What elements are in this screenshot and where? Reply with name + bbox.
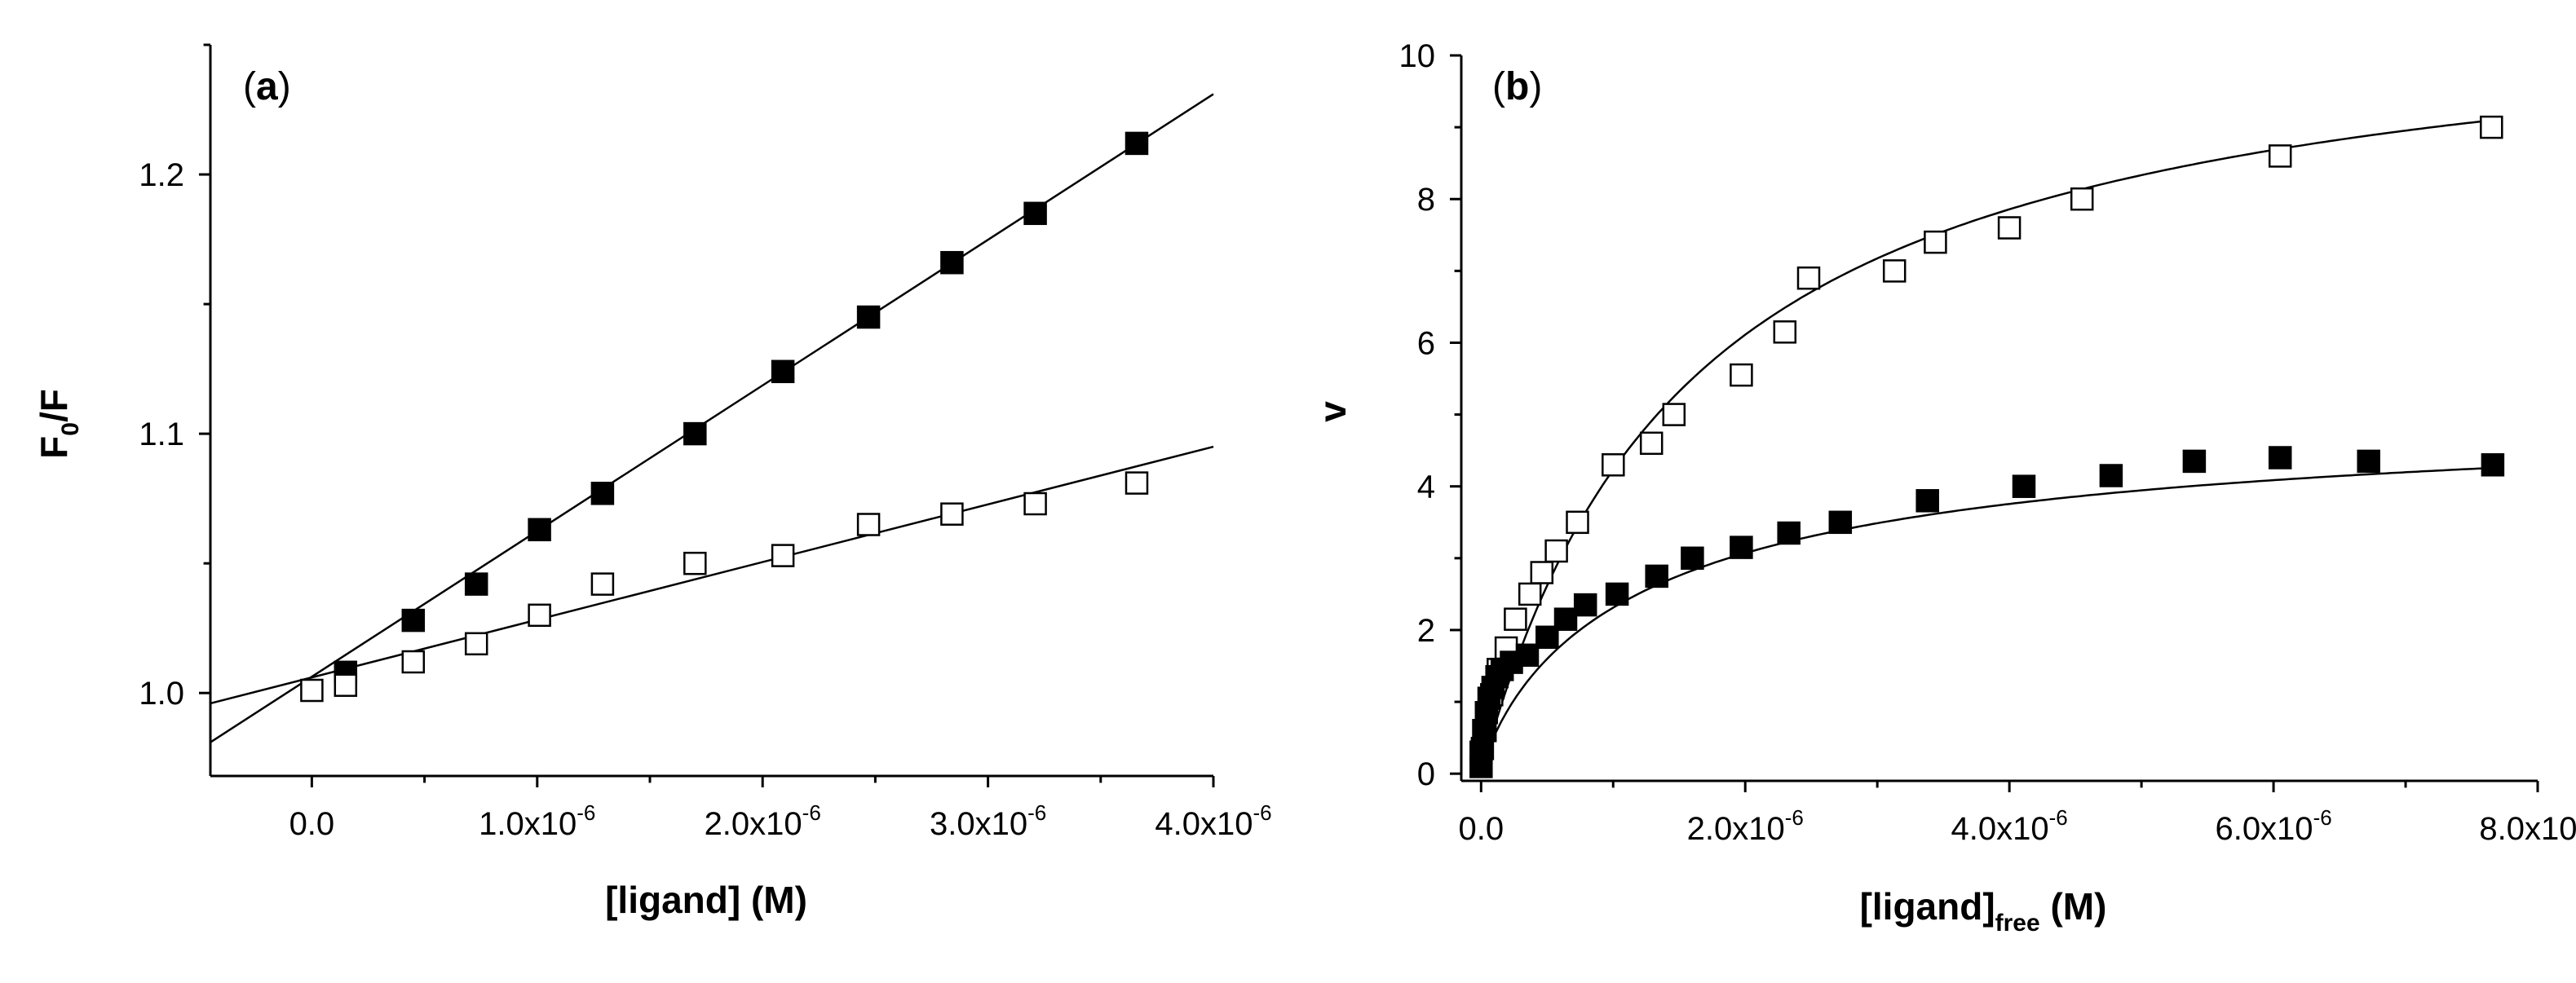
panel-b-filled-square-point bbox=[1915, 489, 1939, 513]
panel-a-filled-square-point bbox=[856, 305, 881, 329]
panel-b-y-axis-title: v bbox=[1311, 401, 1354, 422]
panel-a-filled-square-point bbox=[401, 608, 426, 633]
panel-b-open-square-point bbox=[2070, 187, 2094, 211]
panel-b-open-square-point bbox=[1530, 561, 1554, 584]
panel-a-open-square-point bbox=[464, 632, 488, 656]
panel-b-filled-square-point bbox=[1605, 582, 1629, 606]
panel-b-open-square-point bbox=[1602, 453, 1625, 477]
panel-b-x-tick-label: 2.0x10-6 bbox=[1687, 805, 1804, 847]
panel-b-filled-square-point bbox=[2182, 449, 2207, 474]
panel-b-filled-square-point bbox=[2357, 449, 2380, 474]
panel-a-open-square-point bbox=[771, 544, 795, 567]
panel-b-filled-square-point bbox=[1681, 546, 1704, 571]
panel-b-label: (b) bbox=[1492, 65, 1542, 108]
panel-b-x-axis-title: [ligand]free (M) bbox=[1860, 885, 2107, 937]
panel-b-open-square-point bbox=[1924, 230, 1947, 254]
panel-a-open-square-point bbox=[1023, 492, 1047, 516]
panel-a-open-square-point bbox=[590, 572, 615, 596]
panel-a-open-fit-line bbox=[210, 445, 1214, 705]
panel-a-filled-square-point bbox=[683, 421, 707, 446]
panel-b-x-tick-label: 4.0x10-6 bbox=[1951, 805, 2068, 847]
panel-a-x-axis-title: [ligand] (M) bbox=[605, 879, 807, 921]
panel-a-filled-square-point bbox=[1023, 201, 1047, 226]
panel-b-open-square-point bbox=[1882, 259, 1907, 283]
panel-a-x-tick-label: 2.0x10-6 bbox=[705, 800, 821, 842]
panel-b-open-fit-curve bbox=[1480, 118, 2499, 774]
panel-a-chart: 0.0 1.0x10-6 2.0x10-6 3.0x10-6 4.0x10-6 1.0 1.… bbox=[33, 43, 1272, 921]
panel-a-open-square-point bbox=[1125, 471, 1149, 495]
panel-a-x-tick-label: 3.0x10-6 bbox=[930, 800, 1046, 842]
panel-a-filled-square-point bbox=[528, 518, 551, 542]
panel-b-x-title-tail: (M) bbox=[2040, 885, 2107, 928]
panel-b-y-tick-label: 6 bbox=[1417, 325, 1435, 361]
panel-a-x-tick-label: 1.0x10-6 bbox=[479, 800, 595, 842]
panel-b-x-tick-label: 6.0x10-6 bbox=[2215, 805, 2331, 847]
panel-b-x-tick-label: 8.0x10-6 bbox=[2479, 805, 2576, 847]
panel-b-filled-square-point bbox=[2481, 453, 2505, 477]
panel-b-open-square-point bbox=[1796, 266, 1821, 290]
panel-a-filled-square-point bbox=[940, 250, 964, 275]
panel-a-x-tick-label: 4.0x10-6 bbox=[1155, 800, 1271, 842]
panel-b-x-title-sub: free bbox=[1995, 910, 2040, 937]
panel-a-y-title-tail: /F bbox=[33, 389, 75, 422]
panel-b-filled-fit-curve bbox=[1480, 466, 2499, 774]
panel-b-open-square-point bbox=[1566, 510, 1589, 535]
panel-b-y-tick-label: 0 bbox=[1417, 756, 1435, 792]
panel-a-y-tick-label: 1.1 bbox=[139, 417, 184, 452]
panel-a-open-square-point bbox=[334, 673, 358, 697]
panel-a-open-square-point bbox=[683, 551, 707, 575]
panel-b-filled-square-point bbox=[1730, 536, 1753, 559]
panel-b-filled-square-point bbox=[1645, 564, 1668, 588]
panel-a-open-square-point bbox=[856, 513, 881, 536]
panel-b-filled-square-point bbox=[1573, 593, 1597, 617]
panel-a-open-square-point bbox=[940, 502, 964, 526]
panel-a-y-title-sub: 0 bbox=[57, 422, 84, 436]
panel-a-filled-square-point bbox=[1125, 131, 1149, 156]
panel-b-filled-square-point bbox=[1553, 607, 1578, 631]
panel-a-y-title-main: F bbox=[33, 436, 75, 459]
panel-b-filled-square-point bbox=[2099, 464, 2123, 487]
panel-b-open-square-point bbox=[1997, 216, 2021, 240]
panel-b-filled-square-point bbox=[1777, 521, 1801, 545]
panel-a-label: (a) bbox=[243, 65, 291, 108]
panel-b-filled-square-point bbox=[2012, 474, 2036, 498]
panel-b-y-tick-label: 4 bbox=[1417, 469, 1435, 505]
panel-b-filled-square-point bbox=[2268, 446, 2292, 469]
panel-b-open-square-point bbox=[1518, 582, 1542, 606]
panel-a-y-axis-title: F0/F bbox=[33, 389, 84, 459]
panel-b-open-square-point bbox=[2268, 144, 2292, 168]
panel-b-y-tick-label: 2 bbox=[1417, 613, 1435, 649]
panel-a-filled-fit-line bbox=[210, 93, 1214, 743]
panel-b-open-square-point bbox=[1504, 607, 1527, 631]
panel-b-chart: 0.0 2.0x10-6 4.0x10-6 6.0x10-6 8.0x10-6 0 2 4 6 8… bbox=[1311, 38, 2576, 937]
panel-b-open-square-point bbox=[1544, 539, 1568, 563]
panel-b-y-tick-label: 8 bbox=[1417, 182, 1435, 218]
panel-b-open-square-point bbox=[1730, 363, 1753, 387]
panel-a-open-square-point bbox=[401, 650, 426, 674]
panel-b-x-tick-label: 0.0 bbox=[1458, 811, 1504, 847]
panel-a-filled-square-point bbox=[590, 482, 615, 505]
panel-b-y-tick-label: 10 bbox=[1399, 38, 1436, 74]
panel-b-open-square-point bbox=[1773, 320, 1797, 344]
panel-b-filled-square-point bbox=[1828, 510, 1853, 535]
panel-b-filled-square-point bbox=[1515, 643, 1540, 668]
panel-a-y-tick-label: 1.2 bbox=[139, 157, 184, 193]
panel-b-open-square-point bbox=[1662, 403, 1686, 426]
panel-a-filled-square-point bbox=[771, 359, 795, 384]
panel-b-open-square-point bbox=[1639, 431, 1664, 456]
panel-a-filled-square-point bbox=[464, 572, 488, 596]
panel-b-x-title-main: [ligand] bbox=[1860, 885, 1995, 928]
panel-a-open-square-point bbox=[528, 603, 551, 628]
panel-b-open-square-point bbox=[2480, 115, 2503, 139]
panel-a-x-tick-label: 0.0 bbox=[289, 806, 335, 842]
panel-a-open-square-point bbox=[300, 678, 324, 703]
panel-a-y-tick-label: 1.0 bbox=[139, 676, 184, 712]
